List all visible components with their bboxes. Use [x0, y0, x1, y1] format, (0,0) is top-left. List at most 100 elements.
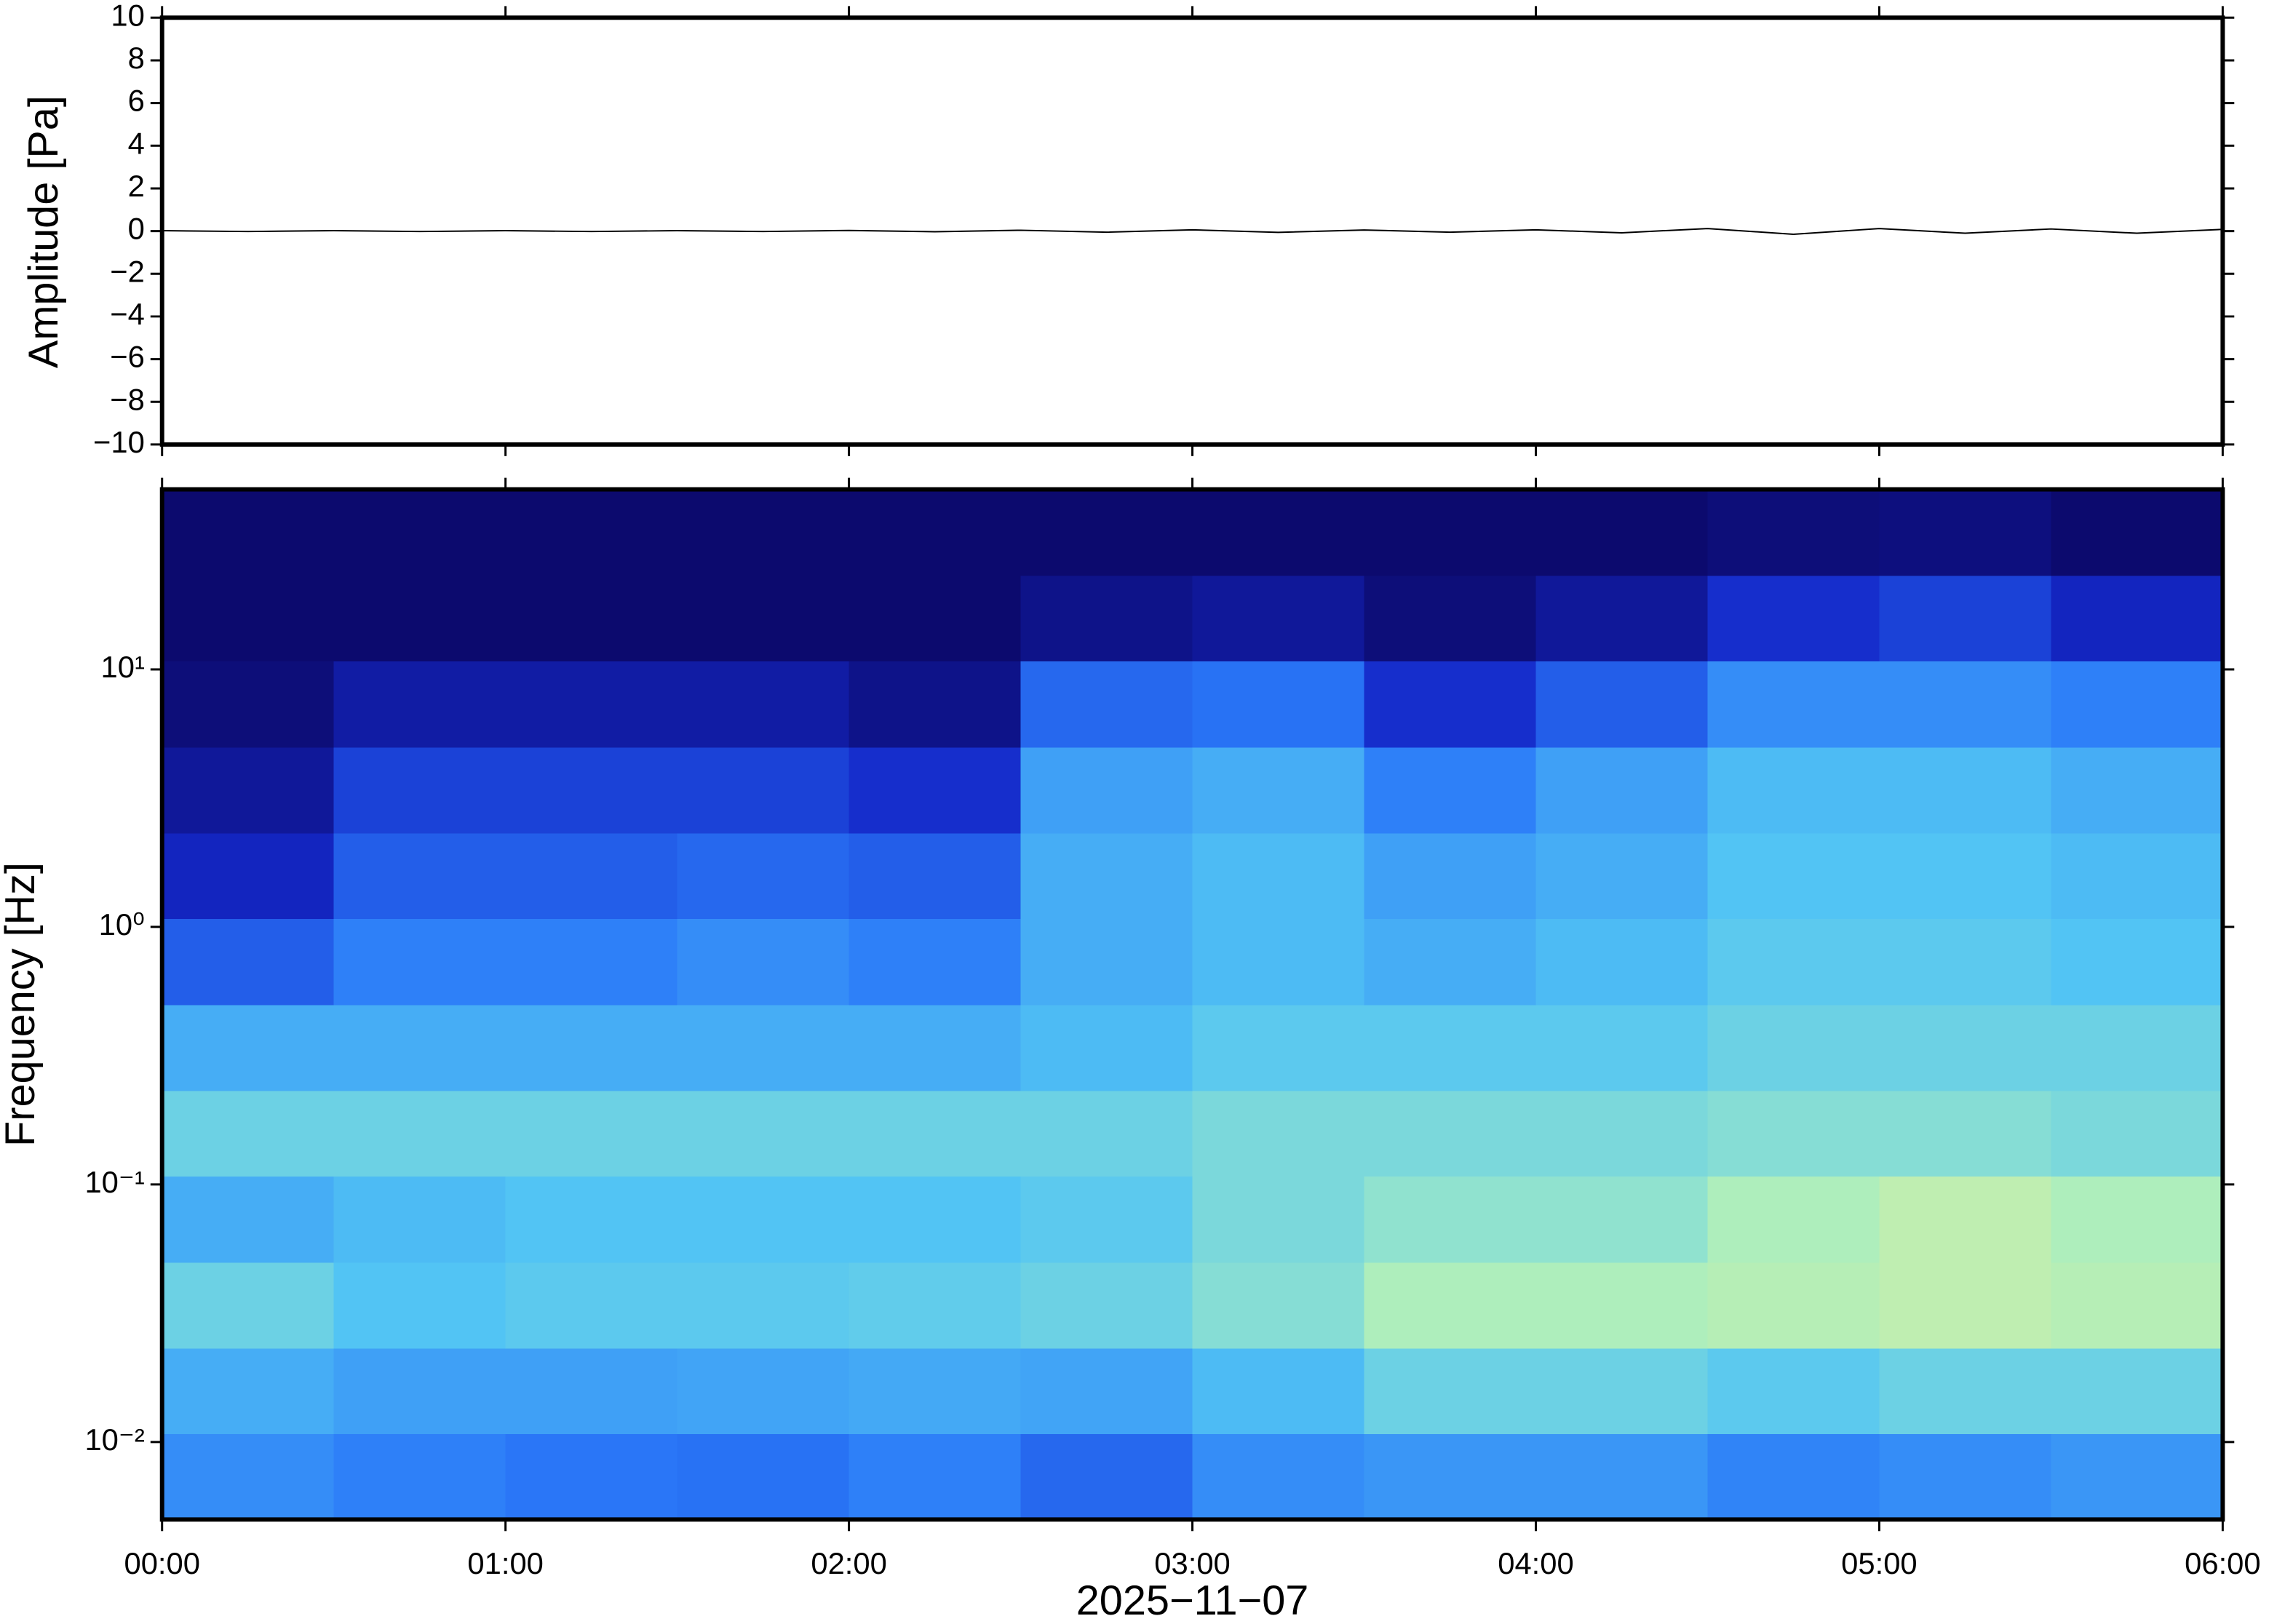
spectrogram-cell	[1535, 1433, 1709, 1521]
spectrogram-cell	[1192, 1433, 1365, 1521]
x-tick-label: 04:00	[1498, 1546, 1573, 1580]
spectrogram-cell	[333, 1433, 506, 1521]
spectrogram-cell	[849, 832, 1022, 920]
y-tick-label: −10	[93, 425, 145, 459]
spectrogram-cell	[2051, 1090, 2224, 1177]
spectrogram-cell	[1707, 661, 1880, 748]
y-tick-label: 4	[128, 126, 145, 160]
spectrogram-cell	[1364, 832, 1537, 920]
spectrogram-cell	[1020, 747, 1193, 834]
spectrogram-cell	[1364, 1348, 1537, 1434]
spectrogram-cell	[1707, 1262, 1880, 1349]
spectrogram-cell	[505, 489, 678, 576]
spectrogram-cell	[162, 832, 335, 920]
y-tick-label: 10¹	[101, 650, 145, 684]
spectrogram-cell	[849, 489, 1022, 576]
spectrogram-cell	[849, 575, 1022, 662]
spectrogram-cell	[162, 1176, 335, 1263]
spectrogram-cell	[677, 1176, 850, 1263]
spectrogram-cell	[849, 1090, 1022, 1177]
spectrogram-cell	[1707, 1176, 1880, 1263]
spectrogram-cell	[505, 575, 678, 662]
spectrogram-cell	[505, 1348, 678, 1434]
spectrogram-cell	[1535, 1004, 1709, 1091]
spectrogram-cell	[162, 661, 335, 748]
spectrogram-cell	[1535, 1090, 1709, 1177]
spectrogram-cell	[505, 1262, 678, 1349]
spectrogram-cell	[1535, 747, 1709, 834]
spectrogram-cell	[1707, 1004, 1880, 1091]
y-axis-label: Amplitude [Pa]	[20, 95, 67, 368]
spectrogram-cell	[162, 1090, 335, 1177]
spectrogram-cell	[849, 1176, 1022, 1263]
spectrogram-cell	[1364, 489, 1537, 576]
spectrogram-cell	[1364, 1090, 1537, 1177]
spectrogram-cell	[677, 1433, 850, 1521]
spectrogram-cell	[1020, 918, 1193, 1006]
spectrogram-cell	[2051, 1176, 2224, 1263]
spectrogram-cell	[1020, 1004, 1193, 1091]
spectrogram-cell	[1535, 575, 1709, 662]
spectrogram-cell	[1192, 1004, 1365, 1091]
spectrogram-cell	[1020, 489, 1193, 576]
spectrogram-cell	[2051, 832, 2224, 920]
y-tick-label: 10⁻¹	[84, 1165, 144, 1199]
y-tick-label: 8	[128, 41, 145, 75]
spectrogram-cell	[1535, 661, 1709, 748]
spectrogram-cell	[505, 1433, 678, 1521]
spectrogram-cell	[333, 918, 506, 1006]
x-tick-label: 03:00	[1154, 1546, 1230, 1580]
spectrogram-cell	[333, 1176, 506, 1263]
spectrogram-cell	[849, 1004, 1022, 1091]
spectrogram-cell	[333, 747, 506, 834]
x-tick-label: 00:00	[124, 1546, 199, 1580]
x-tick-label: 02:00	[811, 1546, 886, 1580]
spectrogram-cell	[1879, 1176, 2052, 1263]
spectrogram-cell	[1707, 489, 1880, 576]
spectrogram-cell	[505, 918, 678, 1006]
spectrogram-cell	[1192, 747, 1365, 834]
y-tick-label: 6	[128, 84, 145, 118]
spectrogram-cell	[1020, 1262, 1193, 1349]
spectrogram-cell	[1879, 489, 2052, 576]
spectrogram-cell	[333, 1004, 506, 1091]
spectrogram-cell	[2051, 1433, 2224, 1521]
spectrogram-cell	[1364, 1176, 1537, 1263]
spectrogram	[162, 489, 2224, 1521]
spectrogram-cell	[505, 1090, 678, 1177]
spectrogram-cell	[1020, 832, 1193, 920]
spectrogram-cell	[1879, 747, 2052, 834]
spectrogram-cell	[2051, 575, 2224, 662]
spectrogram-cell	[1020, 1348, 1193, 1434]
spectrogram-cell	[1364, 1262, 1537, 1349]
spectrogram-cell	[1535, 1348, 1709, 1434]
spectrogram-cell	[1192, 661, 1365, 748]
spectrogram-cell	[1879, 661, 2052, 748]
spectrogram-cell	[849, 1348, 1022, 1434]
spectrogram-cell	[1535, 832, 1709, 920]
spectrogram-cell	[849, 918, 1022, 1006]
spectrogram-cell	[677, 832, 850, 920]
y-tick-label: 10⁰	[99, 907, 145, 942]
spectrogram-cell	[849, 747, 1022, 834]
x-tick-label: 01:00	[467, 1546, 543, 1580]
y-tick-label: 0	[128, 212, 145, 246]
y-tick-label: −6	[110, 340, 145, 374]
spectrogram-cell	[849, 1262, 1022, 1349]
spectrogram-cell	[1879, 575, 2052, 662]
spectrogram-cell	[1364, 918, 1537, 1006]
spectrogram-cell	[162, 575, 335, 662]
spectrogram-cell	[1879, 1090, 2052, 1177]
y-tick-label: −2	[110, 254, 145, 288]
spectrogram-cell	[677, 918, 850, 1006]
spectrogram-cell	[1535, 1262, 1709, 1349]
spectrogram-cell	[2051, 1348, 2224, 1434]
spectrogram-cell	[505, 832, 678, 920]
spectrogram-cell	[1192, 832, 1365, 920]
spectrogram-cell	[1707, 747, 1880, 834]
spectrogram-cell	[2051, 1004, 2224, 1091]
spectrogram-cell	[2051, 918, 2224, 1006]
spectrogram-cell	[1879, 1433, 2052, 1521]
spectrogram-cell	[849, 1433, 1022, 1521]
